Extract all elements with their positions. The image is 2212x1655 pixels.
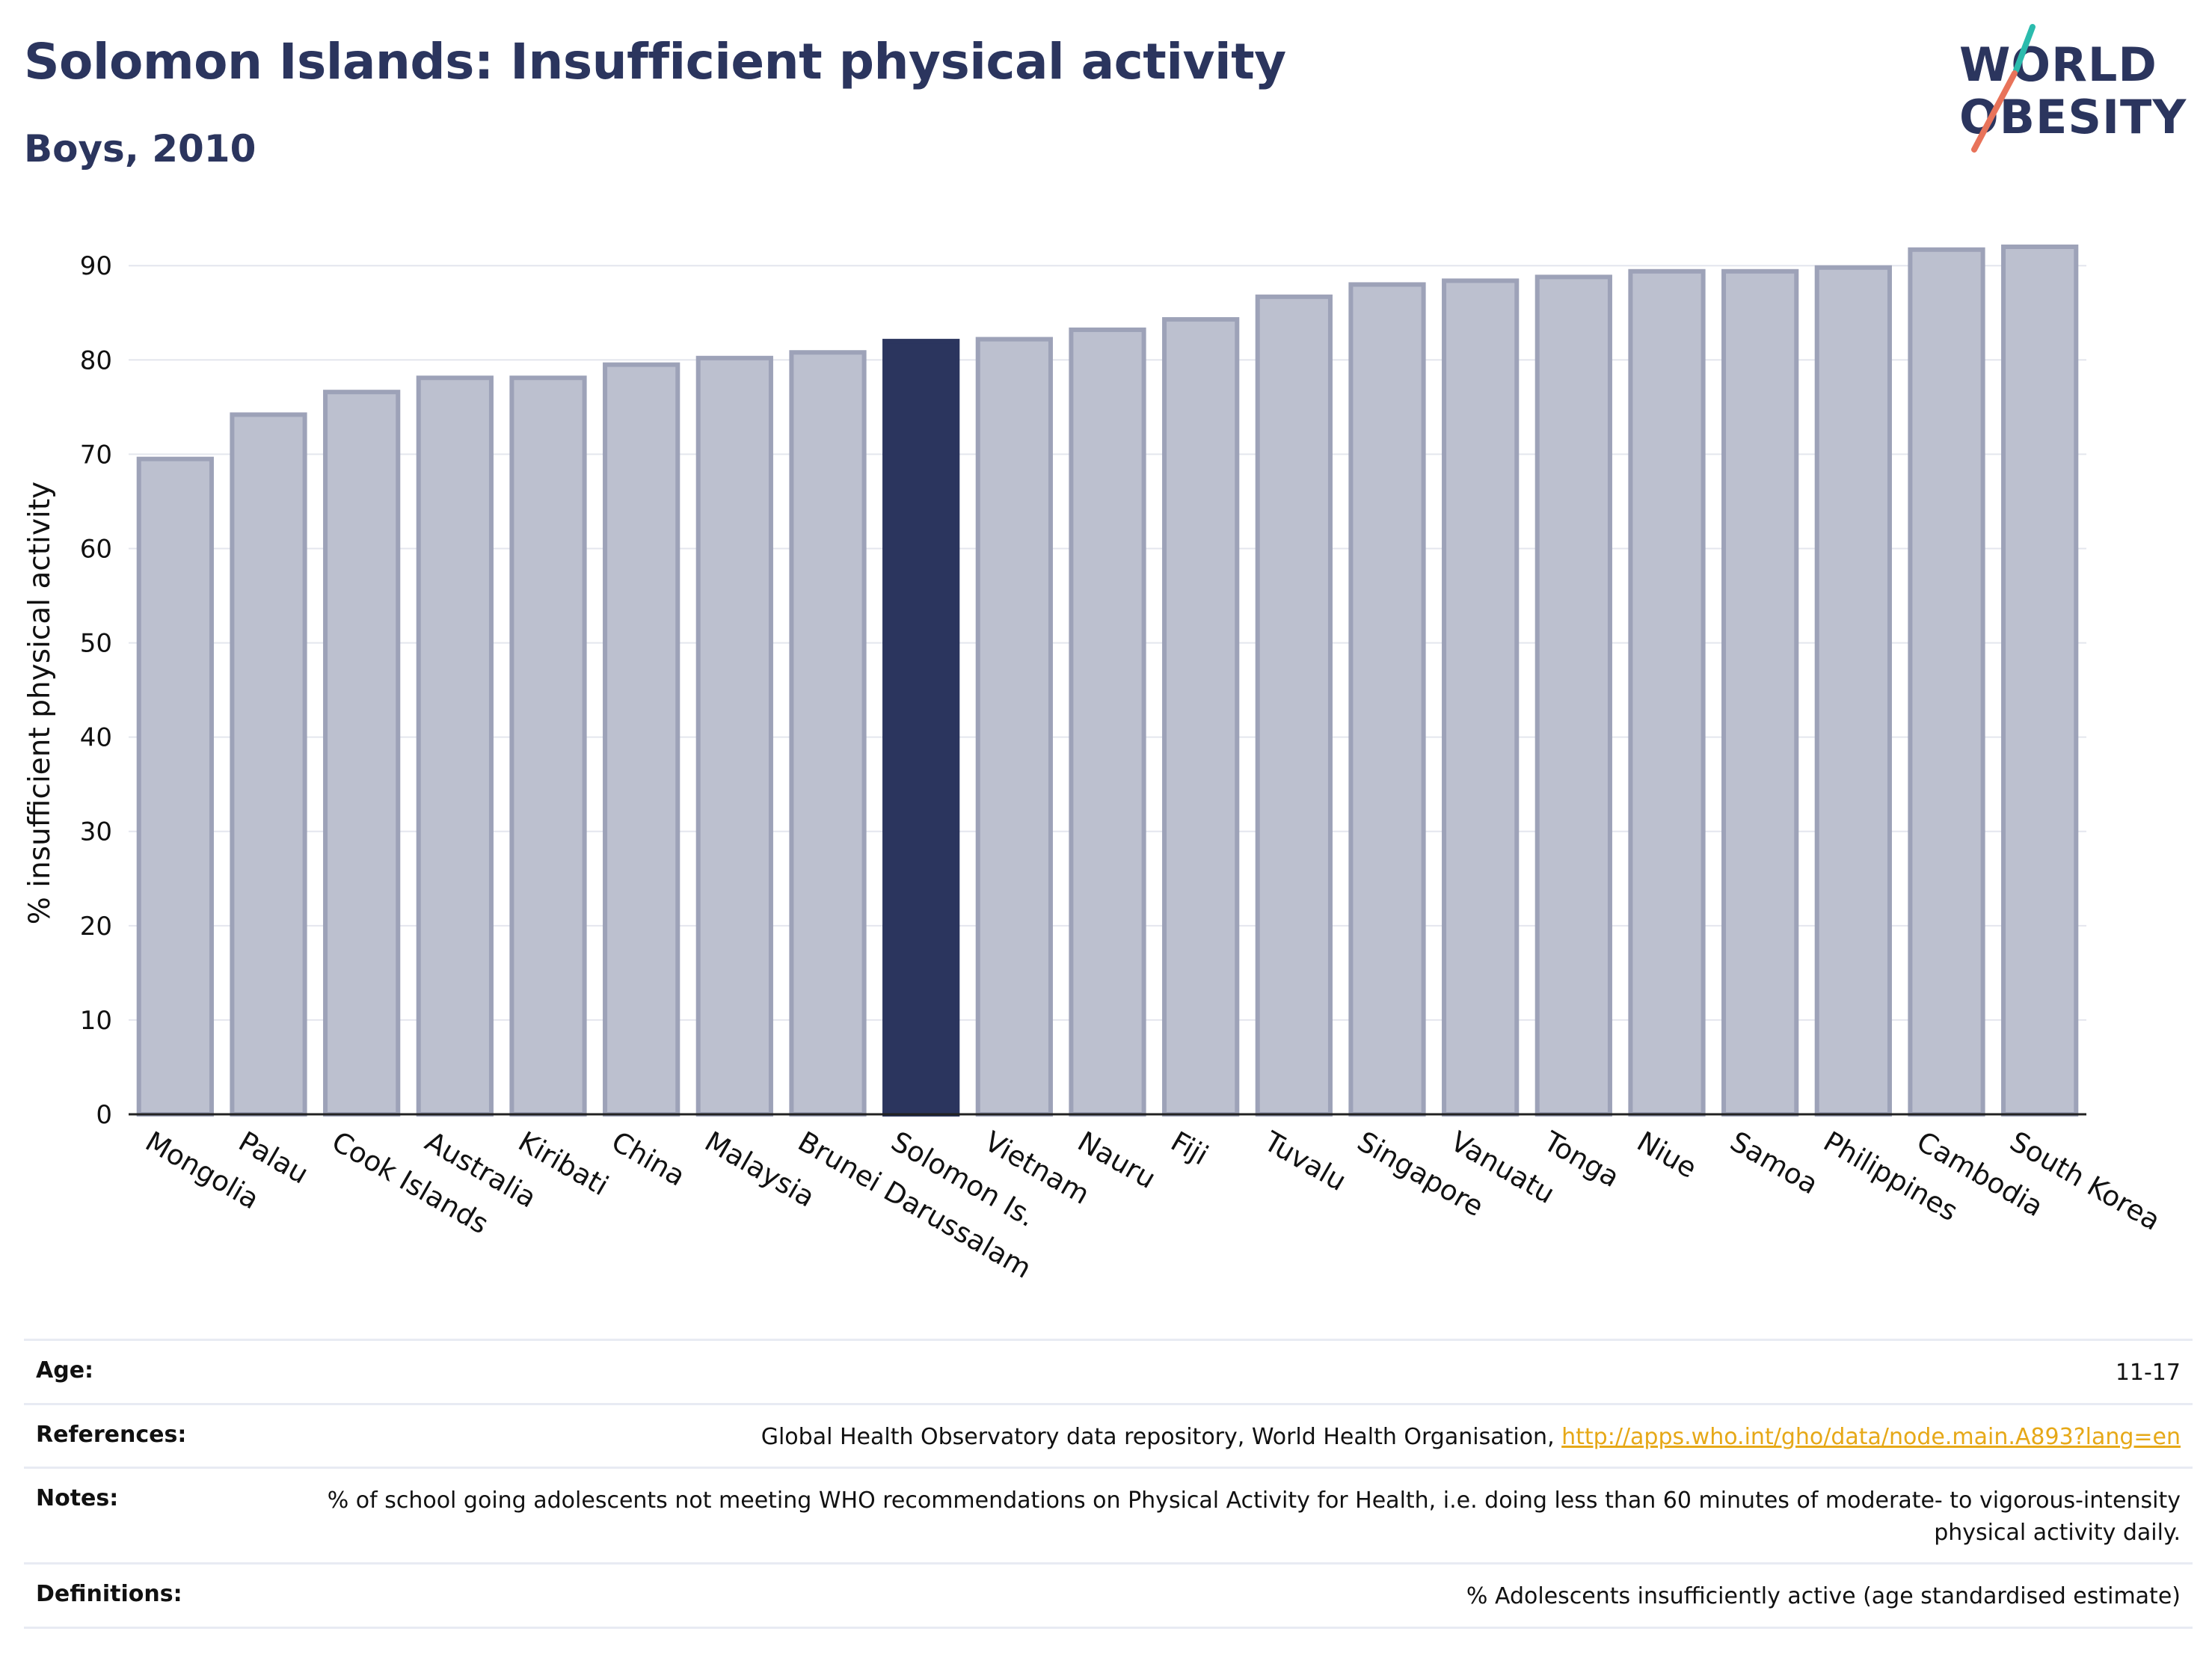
bar xyxy=(1348,282,1426,1117)
bar xyxy=(695,355,773,1117)
bar xyxy=(1162,317,1240,1117)
bar xyxy=(1255,294,1333,1117)
notes-value: % of school going adolescents not meetin… xyxy=(327,1487,2181,1546)
x-tick-label: China xyxy=(606,1126,691,1193)
y-axis-label: % insufficient physical activity xyxy=(23,482,57,924)
bar xyxy=(789,350,867,1117)
y-tick-label: 80 xyxy=(80,346,112,375)
y-tick-label: 50 xyxy=(80,629,112,659)
chart-subtitle: Boys, 2010 xyxy=(24,127,256,171)
y-tick-label: 10 xyxy=(80,1006,112,1036)
meta-row-notes: Notes: % of school going adolescents not… xyxy=(24,1467,2193,1562)
bar xyxy=(136,456,214,1117)
x-tick-label: Tuvalu xyxy=(1258,1125,1351,1197)
y-tick-label: 70 xyxy=(80,440,112,470)
x-tick-label: Niue xyxy=(1632,1126,1702,1185)
bar xyxy=(1534,274,1612,1117)
y-tick-label: 20 xyxy=(80,912,112,942)
references-link[interactable]: http://apps.who.int/gho/data/node.main.A… xyxy=(1561,1423,2181,1450)
x-tick-label: Samoa xyxy=(1725,1126,1824,1201)
y-tick-label: 90 xyxy=(80,251,112,281)
references-value-wrap: Global Health Observatory data repositor… xyxy=(761,1422,2181,1454)
bar xyxy=(416,375,494,1117)
y-axis-ticks: 0 10 20 30 40 50 60 70 80 90 xyxy=(80,251,112,1130)
bar-highlighted xyxy=(882,339,960,1117)
world-obesity-logo: WORLD OBESITY xyxy=(1959,24,2187,153)
bar xyxy=(230,412,307,1117)
bar xyxy=(1721,268,1799,1117)
logo-line-2: OBESITY xyxy=(1959,90,2187,144)
bar xyxy=(509,375,587,1117)
x-tick-label: Fiji xyxy=(1166,1126,1214,1172)
logo-slash-coral xyxy=(1971,70,2018,153)
bars xyxy=(136,245,2079,1117)
bar xyxy=(975,337,1053,1117)
bar xyxy=(2001,245,2079,1117)
age-label: Age: xyxy=(36,1357,94,1384)
logo-slash-teal xyxy=(2013,24,2036,73)
y-tick-label: 30 xyxy=(80,817,112,847)
definitions-value: % Adolescents insufficiently active (age… xyxy=(1466,1583,2181,1610)
references-value: Global Health Observatory data repositor… xyxy=(761,1423,1562,1450)
chart-title: Solomon Islands: Insufficient physical a… xyxy=(24,33,1286,90)
logo-line-1: WORLD xyxy=(1959,37,2157,92)
bar xyxy=(1628,268,1706,1117)
meta-row-age: Age: 11-17 xyxy=(24,1339,2193,1403)
bar xyxy=(1908,247,1985,1117)
bar xyxy=(323,390,401,1117)
meta-row-definitions: Definitions: % Adolescents insufficientl… xyxy=(24,1562,2193,1629)
age-value: 11-17 xyxy=(2115,1360,2181,1386)
notes-label: Notes: xyxy=(36,1485,119,1512)
y-tick-label: 0 xyxy=(96,1100,112,1130)
meta-row-references: References: Global Health Observatory da… xyxy=(24,1402,2193,1467)
metadata-table: Age: 11-17 References: Global Health Obs… xyxy=(24,1339,2193,1629)
definitions-label: Definitions: xyxy=(36,1581,182,1608)
y-tick-label: 40 xyxy=(80,723,112,753)
bar xyxy=(1069,327,1146,1117)
bar xyxy=(1814,265,1892,1117)
references-label: References: xyxy=(36,1421,187,1448)
bar xyxy=(1442,278,1520,1117)
bar xyxy=(603,362,681,1117)
y-tick-label: 60 xyxy=(80,534,112,564)
x-tick-label: Cook Islands xyxy=(327,1126,494,1241)
